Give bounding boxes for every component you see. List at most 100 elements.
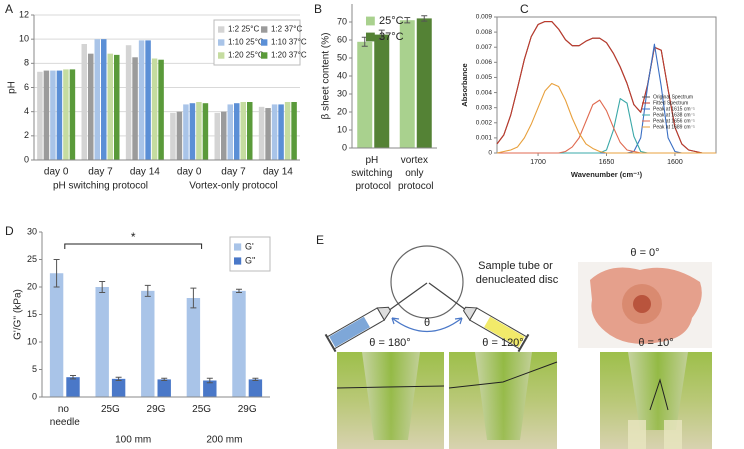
bar [107,53,114,160]
angle-label: θ [424,317,430,329]
x-tick-label: vortex only protocol [398,155,434,192]
legend-label: 1:10 37°C [271,38,307,47]
bar [81,44,87,160]
photo-label: θ = 120° [482,337,523,349]
error-bar [378,29,385,40]
x-tick-label: 1600 [667,159,683,166]
bar [202,103,209,160]
y-axis-label: pH [7,81,18,94]
bar [87,53,94,160]
y-tick-label: 4 [24,106,29,116]
error-bar [421,15,428,22]
bar [141,290,155,397]
bar [138,40,145,160]
y-tick-label: 0 [342,142,347,152]
bar [125,45,132,161]
y-axis-label: G'/G'' (kPa) [13,289,24,340]
bar [158,59,164,161]
y-tick-label: 20 [27,281,37,291]
y-tick-label: 0.007 [476,44,493,51]
legend-label: Peak at 1656 cm⁻¹ [653,118,695,124]
group-label: Vortex-only protocol [189,181,277,192]
x-tick-label: day 0 [44,167,69,178]
syringe-hub [664,420,682,449]
bar [284,102,291,160]
bar [240,102,247,160]
bar [258,106,265,160]
tube [475,352,532,440]
legend-swatch [261,52,268,59]
legend-label: 1:20 37°C [271,51,307,60]
needle [448,361,558,389]
bar [214,112,220,160]
x-tick-label: 1650 [599,159,615,166]
x-axis-label: Wavenumber (cm⁻¹) [571,170,643,179]
y-tick-label: 20 [337,106,347,116]
legend-label: Peak at 1638 cm⁻¹ [653,112,695,118]
y-tick-label: 0.003 [476,104,493,111]
bar [176,111,183,160]
y-tick-label: 0.008 [476,29,493,36]
y-tick-label: 60 [337,34,347,44]
plot-frame [496,16,717,154]
panel-label: D [5,224,14,238]
error-bar [115,376,122,381]
x-tick-label: pH switching protocol [351,155,395,192]
y-tick-label: 2 [24,130,29,140]
legend-swatch [218,26,225,33]
bar [203,380,217,397]
y-tick-label: 10 [19,34,29,44]
bar [69,69,76,160]
x-tick-label: 29G [238,404,257,415]
legend-swatch [218,39,225,46]
significance-label: * [131,230,136,244]
bar [220,111,227,160]
legend-label: Original Spectrum [653,94,693,100]
bar [101,39,107,160]
bar [189,103,196,160]
group-label: 200 mm [206,435,242,446]
bar [95,287,109,397]
error-bar [161,377,168,381]
disc-hole [633,295,651,313]
bar [232,290,246,397]
panel-label: B [314,2,322,16]
y-tick-label: 0 [488,150,492,157]
y-tick-label: 8 [24,58,29,68]
y-tick-label: 0.009 [476,14,493,21]
tube [628,352,688,430]
y-tick-label: 5 [32,364,37,374]
error-bar [70,375,77,380]
x-tick-label: day 14 [263,167,293,178]
y-tick-label: 10 [337,124,347,134]
legend-label: 1:20 25°C [228,51,264,60]
group-label: pH switching protocol [53,181,148,192]
bar [234,103,240,160]
legend-swatch [261,26,268,33]
error-bar [404,17,411,24]
legend-label: Fitted Spectrum [653,100,688,106]
x-tick-label: day 0 [177,167,202,178]
bar [170,112,176,160]
bar [63,69,69,160]
bar [157,379,171,397]
photo-label: θ = 180° [369,337,410,349]
group-label: 100 mm [115,435,151,446]
error-bar [53,259,60,288]
x-tick-label: 1700 [530,159,546,166]
bar [56,70,63,160]
arc-heads [391,317,463,325]
y-tick-label: 0.005 [476,74,493,81]
bar [357,41,373,148]
legend-box [213,19,301,66]
panel-e: E θ Sample tube or denucleated disc [316,233,712,449]
legend-swatch [366,16,375,26]
legend-swatch [261,39,268,46]
left-syringe [324,282,428,353]
bar [183,104,189,160]
legend-swatch [218,52,225,59]
bar [50,70,56,160]
y-tick-label: 40 [337,70,347,80]
error-bar [235,288,242,293]
